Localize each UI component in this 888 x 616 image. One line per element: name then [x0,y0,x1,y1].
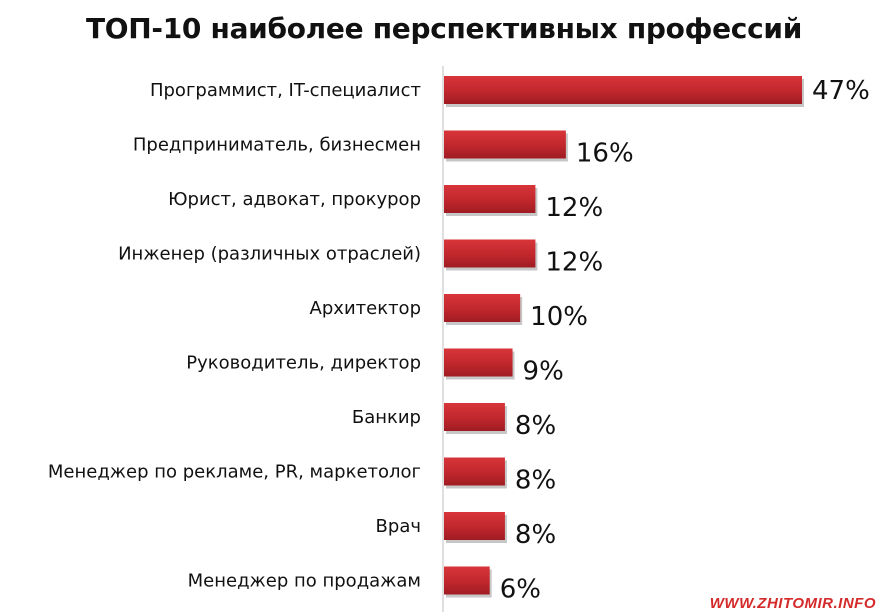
value-label: 8% [515,411,556,441]
category-label: Врач [376,516,421,537]
bar [444,239,536,268]
bar [444,76,802,104]
category-label: Архитектор [310,298,421,319]
category-label: Менеджер по продажам [188,571,421,592]
value-label: 10% [530,302,588,332]
value-label: 47% [812,76,870,106]
value-label: 12% [545,193,603,223]
bar [444,403,505,431]
value-label: 12% [545,248,603,278]
bar [444,457,505,486]
watermark: WWW.ZHITOMIR.INFO [709,595,876,612]
category-label: Программист, IT-специалист [150,80,421,101]
value-label: 6% [500,575,541,605]
category-label: Предприниматель, бизнесмен [133,135,421,156]
category-label: Юрист, адвокат, прокурор [168,189,421,210]
chart-title: ТОП-10 наиболее перспективных профессий [85,12,803,45]
bar [444,294,521,322]
value-label: 16% [576,139,634,169]
bar [444,130,566,159]
value-label: 8% [515,466,556,496]
category-label: Руководитель, директор [186,353,421,374]
bar [444,566,490,595]
value-label: 8% [515,520,556,550]
bar [444,512,505,540]
value-label: 9% [523,357,564,387]
category-label: Банкир [352,407,421,428]
bar [444,348,513,377]
category-label: Менеджер по рекламе, PR, маркетолог [48,462,421,483]
bar [444,185,536,213]
category-label: Инженер (различных отраслей) [118,244,421,265]
